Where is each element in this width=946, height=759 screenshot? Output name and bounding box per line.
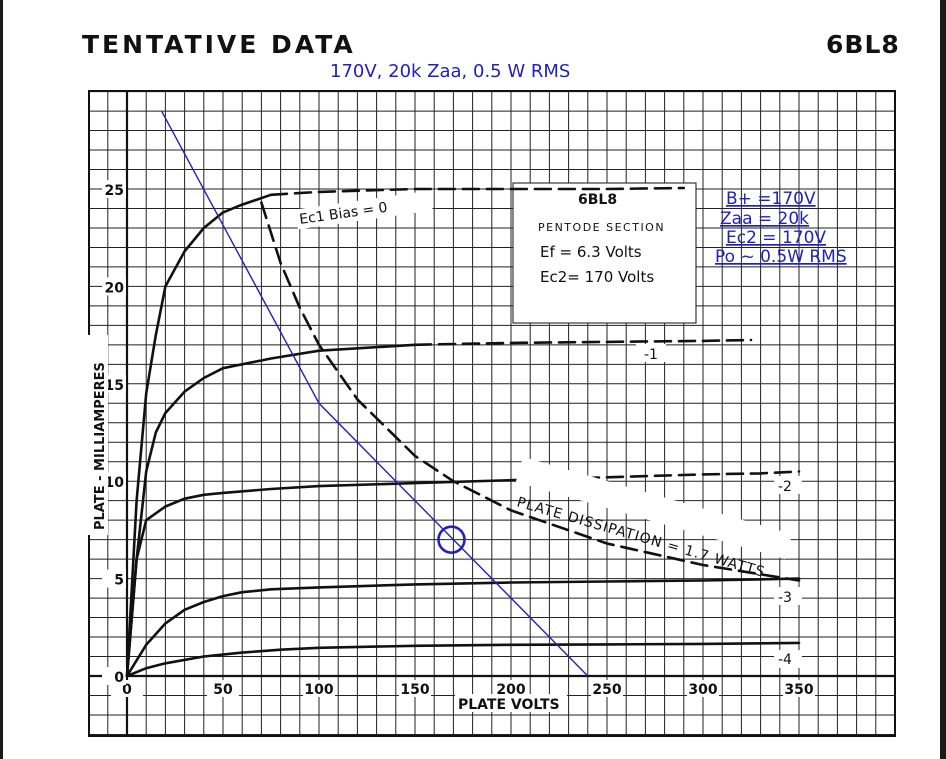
y-tick-label-bg [102, 569, 126, 588]
operating-point-marker [437, 525, 466, 554]
x-tick-label-bg [591, 680, 623, 697]
x-tick-label-bg [399, 680, 431, 697]
bias-curve [125, 478, 513, 678]
y-tick-label: 25 [105, 183, 124, 199]
y-tick-label: 15 [105, 378, 124, 394]
load-line [160, 110, 589, 677]
x-tick-label: 50 [213, 682, 233, 698]
operating-annotation: B+ =170V Zaa = 20k Ec2 = 170V Po ~ 0.5W … [715, 189, 847, 267]
tube-type-title: 6BL8 [826, 30, 900, 59]
bias-curve [125, 641, 801, 678]
x-tick-label: 250 [592, 682, 621, 698]
axes [89, 91, 895, 736]
info-box-filament: Ef = 6.3 Volts [540, 243, 642, 261]
y-tick-label-bg [102, 277, 126, 296]
info-box-title: 6BL8 [578, 192, 617, 208]
x-axis-title: PLATE VOLTS [458, 697, 560, 713]
right-frame-border [940, 0, 946, 759]
chart-subtitle: 170V, 20k Zaa, 0.5 W RMS [330, 61, 571, 82]
x-tick-label: 300 [688, 682, 717, 698]
left-frame-border [0, 0, 3, 759]
y-tick-label-bg [102, 667, 126, 685]
bias-curve-dashed [413, 338, 753, 347]
x-tick-label: 150 [400, 682, 429, 698]
x-tick-label-bg [207, 680, 239, 697]
bias-minus-3-label: -3 [778, 590, 792, 606]
info-box-section: PENTODE SECTION [538, 221, 665, 234]
x-tick-label: 100 [304, 682, 333, 698]
y-tick-label-bg [102, 180, 126, 198]
x-tick-label: 0 [122, 682, 132, 698]
x-tick-label-bg [783, 680, 815, 697]
annotation-line-2: Zaa = 20k [720, 209, 809, 229]
chart-header-left: TENTATIVE DATA [82, 30, 356, 59]
info-box-screen: Ec2= 170 Volts [540, 268, 654, 286]
bias-minus-1-label: -1 [644, 347, 658, 363]
y-tick-label: 20 [105, 280, 125, 296]
annotation-line-1: B+ =170V [726, 189, 816, 209]
y-axis-title: PLATE - MILLIAMPERES [93, 362, 108, 530]
bias-curve [125, 193, 273, 678]
x-tick-label: 350 [784, 682, 813, 698]
y-tick-label: 10 [105, 475, 125, 491]
annotation-line-3: Ec2 = 170V [726, 228, 826, 248]
bias-curve [125, 577, 801, 678]
dissipation-curve [260, 201, 801, 582]
x-tick-label-bg [303, 680, 335, 697]
y-tick-label: 5 [114, 573, 124, 589]
bias-curve [125, 343, 417, 678]
curves [125, 186, 801, 678]
bias-minus-4-label: -4 [778, 652, 792, 668]
y-tick-label: 0 [114, 670, 124, 686]
load-line-overlay [160, 110, 589, 677]
annotation-line-4: Po ~ 0.5W RMS [715, 247, 847, 267]
bias-minus-2-label: -2 [778, 479, 792, 495]
info-box: 6BL8 PENTODE SECTION Ef = 6.3 Volts Ec2=… [512, 182, 697, 324]
x-tick-label-bg [495, 680, 527, 697]
bias-curve-dashed [269, 186, 686, 197]
x-tick-label-bg [687, 680, 719, 697]
